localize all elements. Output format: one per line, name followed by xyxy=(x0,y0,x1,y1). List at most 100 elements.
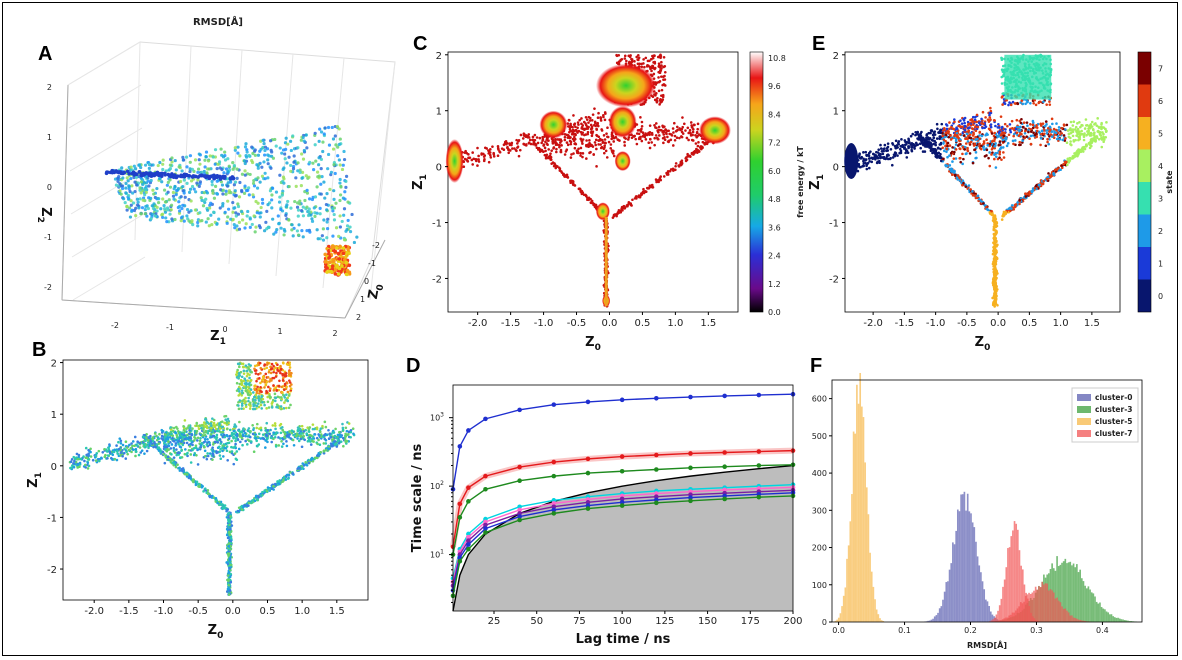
panel-c-minimum xyxy=(445,139,464,184)
panel-c-colorbar-tick: 8.4 xyxy=(768,110,781,119)
panel-f-bar xyxy=(991,614,994,622)
panel-e-x-tick: 0.5 xyxy=(1021,318,1037,329)
panel-f-bar xyxy=(998,605,1001,622)
panel-f-bar xyxy=(963,491,966,622)
panel-c-x-tick: -0.5 xyxy=(567,318,587,329)
panel-e-colorbar-tick: 0 xyxy=(1158,292,1163,301)
panel-f-bar xyxy=(1000,620,1002,622)
panel-c-ylabel: Z1 xyxy=(411,174,429,190)
panel-d-point xyxy=(722,450,727,455)
panel-c-colorbar-tick: 4.8 xyxy=(768,195,781,204)
panel-f-bar xyxy=(1090,592,1093,622)
panel-e-plot xyxy=(842,51,1121,315)
panel-d-point xyxy=(619,454,625,459)
panel-b-x-tick: 0.0 xyxy=(225,606,241,617)
panel-f-bar xyxy=(1012,530,1014,622)
panel-f-bar xyxy=(1077,572,1080,622)
panel-f-bar xyxy=(961,494,964,622)
panel-f-x-tick: 0.2 xyxy=(964,626,977,635)
panel-f-bar xyxy=(1092,593,1095,622)
panel-f-bar xyxy=(1095,601,1098,622)
panel-d-y-tick: 103 xyxy=(430,412,444,423)
panel-f-bar xyxy=(865,487,868,622)
panel-d-point xyxy=(654,395,659,401)
panel-label-b: B xyxy=(32,339,46,361)
panel-f-bar xyxy=(937,612,939,622)
panel-f-bar xyxy=(930,619,933,622)
panel-f-x-tick: 0.0 xyxy=(832,626,845,635)
panel-f-bar xyxy=(1082,581,1085,622)
panel-b-y-tick: 2 xyxy=(51,359,57,370)
panel-f-bar xyxy=(1102,608,1105,622)
panel-d-point xyxy=(551,507,557,513)
panel-f-bar xyxy=(1117,617,1119,622)
panel-f-bar xyxy=(978,565,981,622)
panel-f-bar xyxy=(1043,584,1045,622)
panel-f-bar xyxy=(1019,602,1022,622)
panel-f-bar xyxy=(844,587,847,622)
panel-c-x-tick: -1.5 xyxy=(501,318,521,329)
panel-f-bar xyxy=(1062,561,1065,622)
panel-f-bar xyxy=(1080,578,1083,622)
panel-f-bar xyxy=(1005,567,1008,622)
panel-a-z-tick: -2 xyxy=(44,283,52,292)
panel-a-x-tick: 0 xyxy=(222,325,227,334)
panel-f-bar xyxy=(834,620,837,622)
panel-d-y-tick: 101 xyxy=(430,549,444,560)
panel-a-z-tick: 0 xyxy=(47,183,52,192)
panel-f-bar xyxy=(1087,586,1090,622)
panel-e-x-tick: -2.0 xyxy=(863,318,883,329)
panel-f-bar xyxy=(851,494,853,622)
panel-label-f: F xyxy=(810,355,822,377)
panel-a-y-tick: 1 xyxy=(360,295,365,304)
panel-f-bar xyxy=(1062,608,1065,622)
panel-f-bar xyxy=(1079,569,1081,622)
panel-a-y-tick: -2 xyxy=(372,241,380,250)
panel-f-bar xyxy=(986,601,989,622)
panel-d-point xyxy=(483,473,488,479)
panel-b-plot xyxy=(60,359,369,603)
panel-f-bar xyxy=(875,609,878,622)
panel-f-bar xyxy=(870,571,873,622)
panel-d-point xyxy=(585,470,591,476)
panel-a-grid xyxy=(228,49,243,265)
panel-d-point xyxy=(466,499,471,504)
panel-f-bar xyxy=(1061,562,1063,622)
svg-text:Z1: Z1 xyxy=(26,472,44,488)
panel-f-bar xyxy=(1056,556,1058,622)
panel-d-plot xyxy=(449,384,796,614)
panel-d-ylabel: Time scale / ns xyxy=(410,443,425,552)
panel-f-x-tick: 0.3 xyxy=(1030,626,1043,635)
panel-d-point xyxy=(756,449,762,454)
panel-f-bar xyxy=(1018,550,1021,622)
panel-f-bar xyxy=(1010,614,1012,622)
panel-a-grid xyxy=(67,41,141,86)
panel-f-bar xyxy=(839,613,842,622)
panel-f-bar xyxy=(1021,603,1024,622)
panel-d-point xyxy=(585,399,591,405)
panel-f-bar xyxy=(1018,606,1020,622)
panel-f-y-tick: 0 xyxy=(822,618,827,627)
panel-f-y-tick: 300 xyxy=(812,506,827,515)
panel-f-bar xyxy=(1115,617,1118,622)
panel-f-bar xyxy=(1080,620,1083,622)
panel-d-point xyxy=(654,467,659,472)
panel-b-x-tick: -2.0 xyxy=(84,606,104,617)
panel-f-bar xyxy=(877,614,880,622)
panel-e-state-region xyxy=(844,143,859,180)
panel-e-y-tick: 2 xyxy=(833,51,839,62)
panel-c-minimum xyxy=(698,116,731,145)
panel-d-point xyxy=(551,501,557,506)
panel-d-point xyxy=(517,507,522,513)
panel-e-y-tick: -1 xyxy=(829,219,839,230)
panel-f-bar xyxy=(859,372,862,622)
panel-f-bar xyxy=(1036,589,1039,622)
panel-d-point xyxy=(517,464,522,470)
panel-f-bar xyxy=(1015,610,1017,622)
svg-text:Z0: Z0 xyxy=(208,623,224,641)
panel-d-x-tick: 175 xyxy=(741,616,760,627)
panel-f-bar xyxy=(989,611,992,622)
panel-d-point xyxy=(517,517,522,523)
panel-e-colorbar-tick: 5 xyxy=(1158,129,1163,138)
